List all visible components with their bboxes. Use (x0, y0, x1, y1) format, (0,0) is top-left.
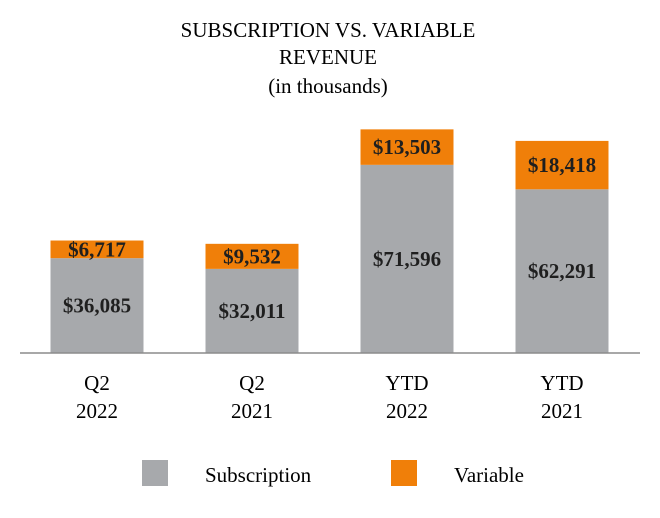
bar-variable-3 (515, 140, 609, 190)
data-label-subscription-0: $36,085 (63, 294, 131, 318)
bar-group: $36,085 $6,717 $32,011 $9,532 $71,596 $13,503… (50, 129, 609, 353)
data-label-variable-3: $18,418 (528, 153, 596, 177)
data-label-subscription-2: $71,596 (373, 247, 441, 271)
category-label-3-line1: YTD (540, 371, 583, 395)
category-label-1-line1: Q2 (239, 371, 265, 395)
bar-variable-2 (360, 129, 454, 165)
bar-subscription-3 (515, 189, 609, 353)
category-label-1-line2: 2021 (231, 399, 273, 423)
category-labels: Q2 2022 Q2 2021 YTD 2022 YTD 2021 (76, 371, 584, 423)
data-label-subscription-1: $32,011 (218, 299, 285, 323)
category-label-2-line1: YTD (385, 371, 428, 395)
title-line-3: (in thousands) (268, 74, 388, 98)
data-label-variable-1: $9,532 (223, 244, 281, 268)
legend-label-variable: Variable (454, 463, 524, 487)
legend-swatch-subscription (142, 460, 168, 486)
chart-title: SUBSCRIPTION VS. VARIABLE REVENUE (in th… (181, 18, 476, 98)
bar-variable-0 (50, 240, 144, 259)
bar-variable-1 (205, 243, 299, 269)
bar-subscription-0 (50, 258, 144, 353)
category-label-0-line1: Q2 (84, 371, 110, 395)
legend: Subscription Variable (142, 460, 524, 487)
data-label-variable-2: $13,503 (373, 135, 441, 159)
data-label-subscription-3: $62,291 (528, 259, 596, 283)
category-label-3-line2: 2021 (541, 399, 583, 423)
title-line-2: REVENUE (279, 45, 377, 69)
title-line-1: SUBSCRIPTION VS. VARIABLE (181, 18, 476, 42)
category-label-2-line2: 2022 (386, 399, 428, 423)
data-label-variable-0: $6,717 (68, 237, 126, 261)
bar-subscription-2 (360, 164, 454, 353)
category-label-0-line2: 2022 (76, 399, 118, 423)
legend-label-subscription: Subscription (205, 463, 312, 487)
legend-swatch-variable (391, 460, 417, 486)
bar-subscription-1 (205, 268, 299, 353)
